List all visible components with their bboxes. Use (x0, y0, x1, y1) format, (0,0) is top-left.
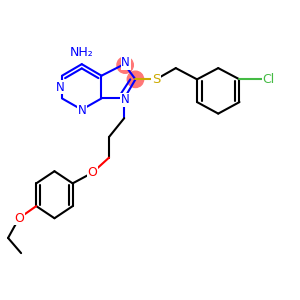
Text: N: N (56, 81, 65, 94)
Text: NH₂: NH₂ (70, 46, 94, 59)
Text: O: O (87, 166, 97, 179)
Circle shape (127, 71, 144, 88)
Text: N: N (121, 94, 130, 106)
Text: S: S (152, 73, 160, 86)
Circle shape (117, 57, 133, 73)
Text: N: N (77, 104, 86, 117)
Text: O: O (14, 212, 24, 225)
Text: Cl: Cl (262, 73, 274, 86)
Text: N: N (122, 56, 130, 70)
